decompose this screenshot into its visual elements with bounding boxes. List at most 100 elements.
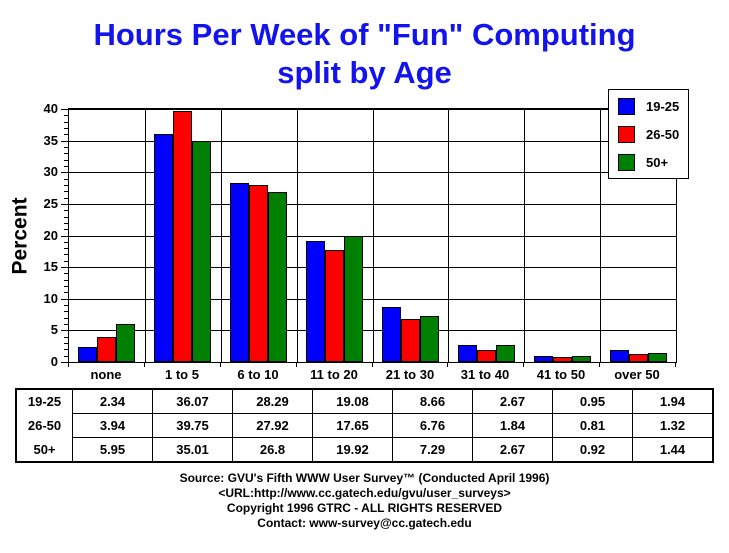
y-axis-major-tick — [61, 330, 68, 331]
x-tick-label: 6 to 10 — [237, 367, 279, 382]
data-table: 19-25 2.34 36.07 28.29 19.08 8.66 2.67 0.95 1.94… — [15, 388, 714, 463]
data-table-wrap: 19-25 2.34 36.07 28.29 19.08 8.66 2.67 0.95 1.94… — [15, 388, 714, 463]
gridline-vertical — [448, 109, 449, 362]
y-axis-major-tick — [61, 204, 68, 205]
gridline-horizontal — [69, 298, 676, 300]
y-axis-minor-tick — [64, 318, 68, 319]
chart-title: Hours Per Week of "Fun" Computing split … — [0, 16, 729, 92]
y-tick-label: 35 — [43, 133, 58, 148]
legend-item-19-25: 19-25 — [609, 93, 688, 119]
legend: 19-25 26-50 50+ — [608, 89, 689, 179]
y-axis-minor-tick — [64, 292, 68, 293]
gridline-horizontal — [69, 235, 676, 237]
y-axis-minor-tick — [64, 122, 68, 123]
y-axis-minor-tick — [64, 248, 68, 249]
table-row-label: 19-25 — [15, 389, 73, 414]
bar-26-50-1-to-5 — [173, 111, 192, 362]
y-axis-minor-tick — [64, 229, 68, 230]
y-axis-minor-tick — [64, 337, 68, 338]
bar-19-25-none — [78, 347, 97, 362]
y-axis-minor-tick — [64, 191, 68, 192]
x-axis-tick — [144, 363, 145, 367]
x-axis-tick — [447, 363, 448, 367]
y-tick-label: 20 — [43, 228, 58, 243]
table-cell: 5.95 — [72, 437, 153, 463]
y-axis-major-tick — [61, 362, 68, 363]
table-cell: 0.92 — [552, 437, 633, 463]
gridline-horizontal — [69, 267, 676, 269]
legend-item-50+: 50+ — [609, 149, 688, 175]
table-cell: 7.29 — [392, 437, 473, 463]
legend-swatch — [618, 125, 635, 143]
bar-50+-none — [116, 324, 135, 362]
footer-line: Source: GVU's Fifth WWW User Survey™ (Co… — [179, 471, 550, 485]
x-axis-tick — [599, 363, 600, 367]
bar-50+-1-to-5 — [192, 141, 211, 362]
table-cell: 0.81 — [552, 413, 633, 438]
x-axis-tick — [68, 363, 69, 367]
y-tick-label: 25 — [43, 196, 58, 211]
gridline-vertical — [297, 109, 298, 362]
footer-line: Contact: www-survey@cc.gatech.edu — [257, 516, 472, 530]
legend-swatch — [618, 153, 635, 171]
y-axis-minor-tick — [64, 185, 68, 186]
table-cell: 3.94 — [72, 413, 153, 438]
bar-50+-over-50 — [648, 353, 667, 362]
legend-swatch — [618, 97, 635, 115]
table-cell: 1.32 — [632, 413, 714, 438]
x-axis-tick — [372, 363, 373, 367]
bar-26-50-none — [97, 337, 116, 362]
y-axis-minor-tick — [64, 324, 68, 325]
x-tick-label: 1 to 5 — [165, 367, 199, 382]
bar-50+-6-to-10 — [268, 192, 287, 362]
bar-50+-21-to-30 — [420, 316, 439, 362]
x-axis-tick — [523, 363, 524, 367]
y-axis-minor-tick — [64, 166, 68, 167]
legend-label: 50+ — [646, 154, 669, 170]
y-axis-major-tick — [61, 236, 68, 237]
table-cell: 17.65 — [312, 413, 393, 438]
gridline-vertical — [373, 109, 374, 362]
y-axis-major-tick — [61, 267, 68, 268]
table-cell: 36.07 — [152, 388, 233, 414]
table-cell: 27.92 — [232, 413, 313, 438]
table-cell: 19.92 — [312, 437, 393, 463]
footer-line: <URL:http://www.cc.gatech.edu/gvu/user_s… — [218, 486, 511, 500]
x-tick-label: over 50 — [614, 367, 660, 382]
gridline-vertical — [145, 109, 146, 362]
y-tick-label: 10 — [43, 291, 58, 306]
x-tick-label: 41 to 50 — [536, 367, 586, 382]
x-axis-tick — [675, 363, 676, 367]
y-axis-major-tick — [61, 299, 68, 300]
bar-26-50-41-to-50 — [553, 357, 572, 362]
bar-19-25-11-to-20 — [306, 241, 325, 362]
y-axis-minor-tick — [64, 198, 68, 199]
y-axis-minor-tick — [64, 134, 68, 135]
bar-26-50-6-to-10 — [249, 185, 268, 362]
y-axis-minor-tick — [64, 128, 68, 129]
y-axis-minor-tick — [64, 349, 68, 350]
legend-label: 26-50 — [646, 126, 680, 142]
y-axis-major-tick — [61, 172, 68, 173]
y-tick-label: 30 — [43, 164, 58, 179]
table-row: 26-50 3.94 39.75 27.92 17.65 6.76 1.84 0.81 1.32 — [15, 413, 714, 438]
x-tick-label: none — [90, 367, 122, 382]
chart-title-line1: Hours Per Week of "Fun" Computing — [93, 17, 636, 52]
legend-item-26-50: 26-50 — [609, 121, 688, 147]
bar-50+-41-to-50 — [572, 356, 591, 362]
bar-19-25-41-to-50 — [534, 356, 553, 362]
chart-title-line2: split by Age — [277, 55, 452, 90]
footer: Source: GVU's Fifth WWW User Survey™ (Co… — [0, 471, 729, 531]
plot-area — [68, 108, 677, 363]
table-row-label: 26-50 — [15, 413, 73, 438]
footer-line: Copyright 1996 GTRC - ALL RIGHTS RESERVE… — [226, 501, 503, 515]
table-cell: 2.34 — [72, 388, 153, 414]
bar-19-25-21-to-30 — [382, 307, 401, 362]
table-cell: 39.75 — [152, 413, 233, 438]
table-cell: 0.95 — [552, 388, 633, 414]
x-axis-tick — [220, 363, 221, 367]
gridline-horizontal — [69, 203, 676, 205]
y-axis-minor-tick — [64, 311, 68, 312]
table-cell: 1.94 — [632, 388, 714, 414]
table-row-label: 50+ — [15, 437, 73, 462]
